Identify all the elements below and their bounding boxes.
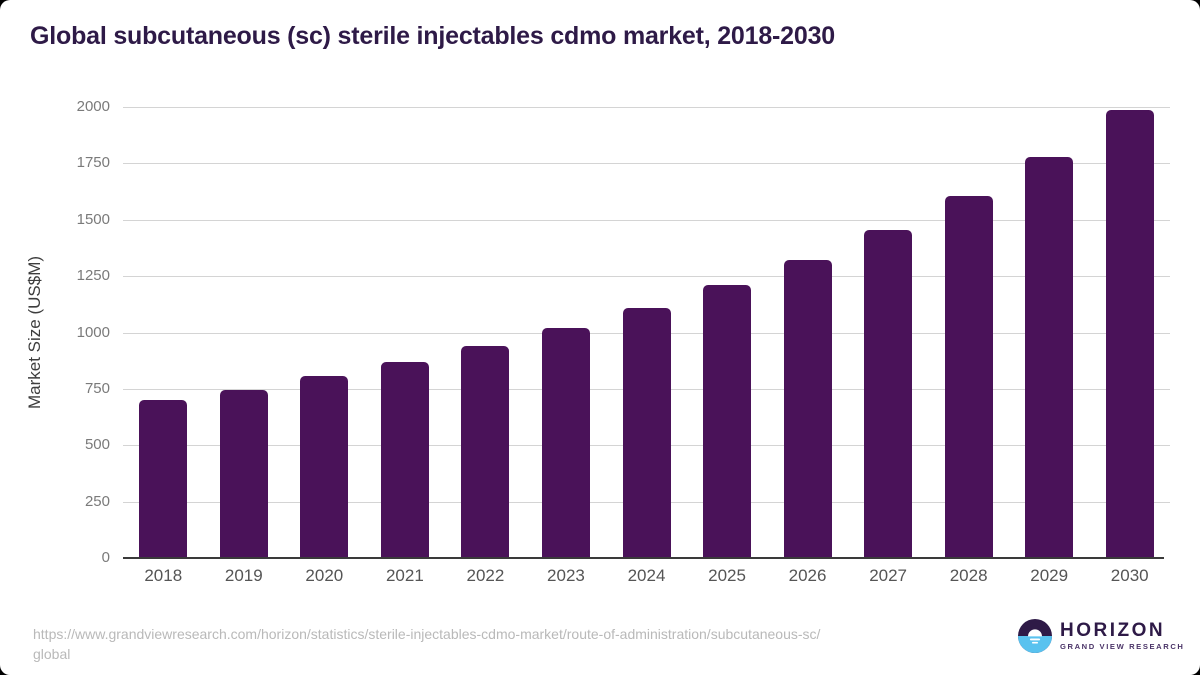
- x-tick-label-2026: 2026: [788, 566, 827, 585]
- source-url: https://www.grandviewresearch.com/horizo…: [33, 626, 821, 663]
- gridline-1750: [123, 163, 1170, 165]
- x-tick-label-2019: 2019: [224, 566, 263, 585]
- bar-2021: [380, 361, 429, 558]
- y-tick-label-1250: 1250: [76, 267, 110, 285]
- bar-2018: [139, 400, 188, 558]
- x-tick-label-2022: 2022: [466, 566, 505, 585]
- x-tick-label-2027: 2027: [869, 566, 908, 585]
- bar-2026: [783, 260, 832, 558]
- y-tick-label-1500: 1500: [76, 210, 110, 228]
- y-tick-label-750: 750: [84, 379, 110, 397]
- x-tick-label-2029: 2029: [1030, 566, 1069, 585]
- x-tick-label-2024: 2024: [627, 566, 666, 585]
- bar-2022: [461, 346, 510, 558]
- x-tick-label-2023: 2023: [547, 566, 585, 585]
- plot-area: [123, 107, 1170, 558]
- y-tick-label-1750: 1750: [76, 154, 110, 172]
- x-tick-label-2025: 2025: [708, 566, 746, 585]
- y-tick-label-1000: 1000: [76, 323, 110, 341]
- bar-2023: [541, 328, 590, 558]
- x-tick-label-2018: 2018: [144, 566, 183, 585]
- bar-2024: [622, 307, 671, 558]
- y-axis-tick-labels: 0 250 500 750 1000 1250 1500 1750 2000: [0, 98, 110, 566]
- y-tick-label-250: 250: [84, 492, 110, 510]
- y-tick-label-500: 500: [84, 436, 110, 454]
- bar-2027: [864, 229, 913, 558]
- x-axis-line: [123, 557, 1164, 559]
- brand-name: HORIZON: [1060, 619, 1166, 641]
- brand-logo-text: HORIZON GRAND VIEW RESEARCH: [1060, 619, 1185, 652]
- gridline-1250: [123, 276, 1170, 278]
- bar-2019: [219, 390, 268, 558]
- bar-2030: [1105, 110, 1154, 558]
- chart-title: Global subcutaneous (sc) sterile injecta…: [30, 22, 835, 50]
- y-tick-label-2000: 2000: [76, 98, 110, 115]
- bar-2028: [944, 196, 993, 558]
- x-tick-label-2030: 2030: [1110, 566, 1149, 585]
- brand-subname: GRAND VIEW RESEARCH: [1060, 642, 1185, 652]
- brand-logo: HORIZON GRAND VIEW RESEARCH: [1018, 619, 1184, 653]
- gridline-2000: [123, 107, 1170, 108]
- bar-2025: [703, 285, 752, 558]
- bar-2020: [300, 376, 349, 558]
- bar-2029: [1025, 156, 1074, 558]
- horizon-sun-icon: [1018, 619, 1052, 653]
- gridline-1500: [123, 219, 1170, 221]
- x-tick-label-2028: 2028: [949, 566, 988, 585]
- x-axis-tick-labels: 2018 2019 2020 2021 2022 2023 2024 2025 2026 2027…: [123, 566, 1170, 590]
- y-tick-label-0: 0: [101, 549, 110, 566]
- x-tick-label-2021: 2021: [385, 566, 424, 585]
- x-tick-label-2020: 2020: [305, 566, 344, 585]
